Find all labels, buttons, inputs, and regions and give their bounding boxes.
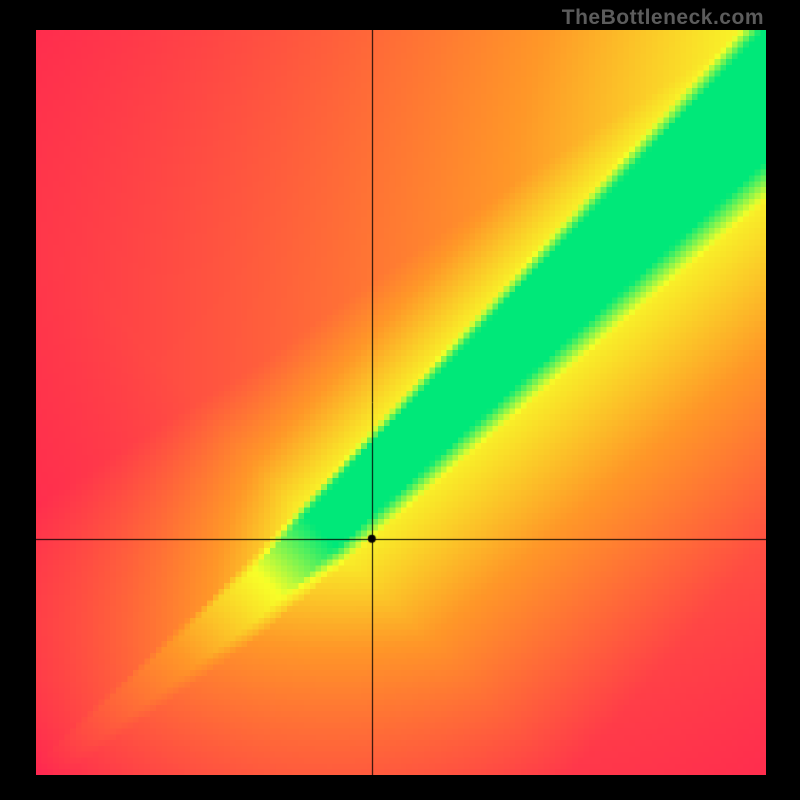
watermark-text: TheBottleneck.com: [562, 6, 764, 30]
crosshair-overlay: [36, 30, 766, 775]
